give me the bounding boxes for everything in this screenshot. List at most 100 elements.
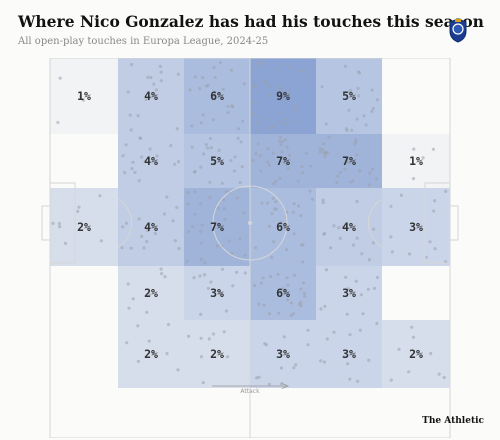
touch-dot bbox=[301, 243, 305, 247]
touch-dot bbox=[268, 93, 272, 97]
touch-dot bbox=[147, 293, 151, 297]
zone-cell bbox=[50, 188, 118, 266]
zone-cell bbox=[50, 266, 118, 320]
touch-dot bbox=[355, 117, 359, 121]
touch-dot bbox=[319, 359, 323, 363]
touch-dot bbox=[211, 118, 215, 122]
touch-dot bbox=[215, 244, 219, 248]
touch-dot bbox=[361, 312, 365, 316]
touch-dot bbox=[207, 337, 211, 341]
touch-dot bbox=[284, 248, 289, 252]
touch-dot bbox=[375, 275, 380, 280]
touch-dot bbox=[206, 146, 210, 150]
touch-dot bbox=[397, 347, 401, 351]
touch-dot bbox=[266, 160, 270, 164]
zone-label: 7% bbox=[276, 154, 290, 168]
touch-dot bbox=[327, 135, 331, 139]
touch-dot bbox=[208, 136, 212, 141]
touch-dot bbox=[125, 341, 129, 345]
touch-dot bbox=[345, 128, 349, 132]
touch-dot bbox=[199, 165, 203, 169]
touch-dot bbox=[280, 139, 285, 144]
touch-dot bbox=[201, 113, 205, 117]
touch-dot bbox=[211, 94, 215, 98]
chart-subtitle: All open-play touches in Europa League, … bbox=[18, 36, 269, 47]
touch-dot bbox=[251, 158, 255, 162]
touch-dot bbox=[433, 199, 437, 203]
zone-label: 3% bbox=[342, 286, 356, 300]
touch-dot bbox=[277, 85, 281, 89]
touch-dot bbox=[257, 302, 261, 306]
touch-dot bbox=[76, 209, 80, 213]
touch-dot bbox=[201, 76, 205, 80]
touch-dot bbox=[431, 147, 435, 151]
touch-dot bbox=[126, 282, 130, 286]
touch-dot bbox=[348, 333, 352, 337]
touch-dot bbox=[256, 60, 260, 65]
touch-dot bbox=[297, 204, 301, 208]
touch-dot bbox=[165, 352, 169, 356]
touch-dot bbox=[163, 275, 167, 279]
touch-dot bbox=[345, 312, 349, 316]
touch-dot bbox=[399, 193, 403, 197]
zone-label: 6% bbox=[276, 220, 290, 234]
touch-dot bbox=[274, 200, 278, 204]
touch-dot bbox=[408, 252, 412, 256]
zone-cell bbox=[118, 58, 184, 134]
touch-dot bbox=[322, 360, 326, 364]
zone-cell bbox=[316, 188, 382, 266]
touch-dot bbox=[261, 276, 265, 280]
touch-dot bbox=[218, 292, 222, 296]
touch-dot bbox=[240, 165, 244, 169]
touch-dot bbox=[337, 226, 341, 230]
touch-dot bbox=[254, 152, 258, 156]
touch-dot bbox=[319, 307, 323, 311]
touch-dot bbox=[355, 236, 359, 240]
touch-dot bbox=[342, 355, 346, 359]
touch-dot bbox=[433, 247, 437, 251]
touch-dot bbox=[272, 182, 276, 186]
touch-dot bbox=[345, 160, 349, 164]
touch-dot bbox=[190, 124, 194, 128]
touch-dot bbox=[389, 235, 393, 239]
zone-label: 9% bbox=[276, 89, 290, 103]
touch-dot bbox=[124, 143, 128, 147]
touch-dot bbox=[230, 104, 234, 108]
touch-dot bbox=[200, 223, 204, 227]
touch-dot bbox=[356, 86, 360, 90]
touch-dot bbox=[347, 90, 351, 94]
touch-dot bbox=[289, 313, 293, 317]
touch-dot bbox=[148, 147, 152, 151]
touch-dot bbox=[176, 368, 180, 372]
touch-dot bbox=[306, 343, 310, 347]
touch-dot bbox=[226, 104, 230, 108]
touch-dot bbox=[281, 63, 285, 67]
touch-dot bbox=[296, 179, 300, 183]
touch-dot bbox=[302, 291, 306, 295]
touch-dot bbox=[389, 204, 393, 208]
touch-dot bbox=[220, 267, 225, 271]
touch-dot bbox=[283, 122, 287, 126]
touch-dot bbox=[351, 243, 356, 247]
touch-dot bbox=[187, 230, 191, 234]
touch-dot bbox=[56, 120, 60, 125]
touch-dot bbox=[137, 179, 141, 183]
touch-dot bbox=[366, 287, 370, 291]
zone-cell bbox=[184, 134, 250, 188]
touch-dot bbox=[212, 90, 216, 94]
touch-dot bbox=[186, 191, 190, 195]
touch-dot bbox=[177, 160, 181, 164]
touch-dot bbox=[432, 209, 436, 213]
touch-dot bbox=[338, 236, 342, 240]
touch-dot bbox=[203, 261, 207, 265]
touch-dot bbox=[372, 286, 377, 290]
touch-dot bbox=[222, 330, 226, 334]
touch-dot bbox=[208, 195, 212, 200]
touch-dot bbox=[304, 151, 308, 156]
touch-dot bbox=[238, 180, 242, 185]
right-goal bbox=[449, 205, 459, 241]
left-penalty-arc bbox=[117, 198, 133, 248]
touch-dot bbox=[343, 167, 347, 171]
touch-dot bbox=[131, 297, 135, 301]
touch-dot bbox=[329, 246, 333, 250]
